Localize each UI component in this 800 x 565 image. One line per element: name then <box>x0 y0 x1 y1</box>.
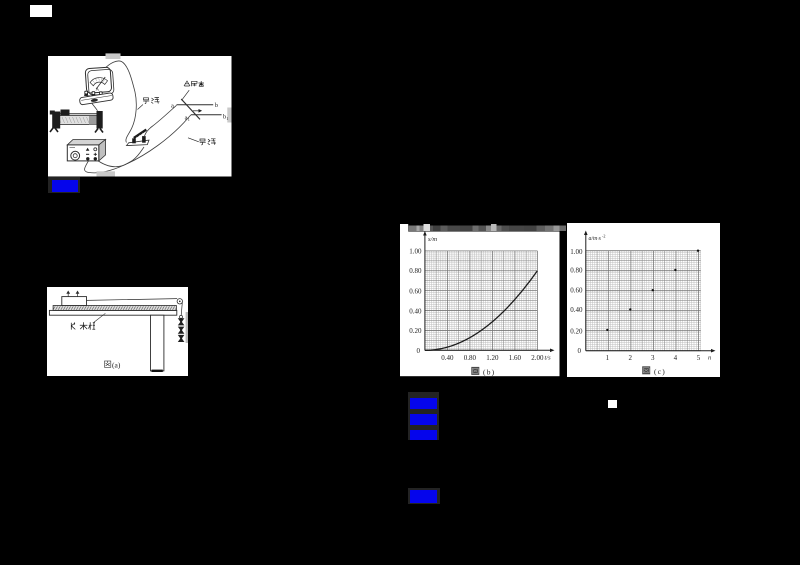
svg-text:0.40: 0.40 <box>441 354 454 362</box>
svg-text:A: A <box>95 87 99 92</box>
svg-text:1: 1 <box>187 117 189 122</box>
svg-text:1.00: 1.00 <box>570 248 583 256</box>
svg-text:-2: -2 <box>602 233 606 238</box>
svg-text:1.20: 1.20 <box>486 354 499 362</box>
svg-text:2.00: 2.00 <box>531 354 544 362</box>
svg-text:s/m: s/m <box>428 236 437 243</box>
svg-text:0: 0 <box>578 347 582 355</box>
svg-text:(b): (b) <box>483 367 495 376</box>
svg-text:0.20: 0.20 <box>409 327 422 335</box>
svg-text:0.20: 0.20 <box>570 327 583 335</box>
svg-text:0.80: 0.80 <box>464 354 477 362</box>
svg-text:a/m·s: a/m·s <box>589 236 602 242</box>
svg-text:(a): (a) <box>112 361 121 370</box>
svg-text:a: a <box>184 114 187 121</box>
svg-text:b: b <box>223 113 226 120</box>
svg-text:1.60: 1.60 <box>509 354 522 362</box>
svg-text:1: 1 <box>606 354 610 362</box>
svg-text:0.80: 0.80 <box>409 267 422 275</box>
svg-text:a: a <box>171 102 174 109</box>
svg-text:b: b <box>214 101 217 108</box>
svg-text:0.80: 0.80 <box>570 266 583 274</box>
svg-text:1: 1 <box>226 115 228 120</box>
svg-text:0.60: 0.60 <box>570 286 583 294</box>
svg-text:0.60: 0.60 <box>409 287 422 295</box>
svg-text:(c): (c) <box>654 366 666 375</box>
svg-text:3: 3 <box>651 354 655 362</box>
svg-text:0.40: 0.40 <box>409 307 422 315</box>
svg-text:1.00: 1.00 <box>409 247 422 255</box>
svg-text:0: 0 <box>417 347 421 355</box>
svg-text:2: 2 <box>629 354 633 362</box>
svg-text:4: 4 <box>674 354 678 362</box>
svg-text:5: 5 <box>697 354 701 362</box>
svg-text:t/s: t/s <box>545 354 552 361</box>
svg-text:n: n <box>708 354 711 361</box>
svg-text:0.40: 0.40 <box>570 306 583 314</box>
